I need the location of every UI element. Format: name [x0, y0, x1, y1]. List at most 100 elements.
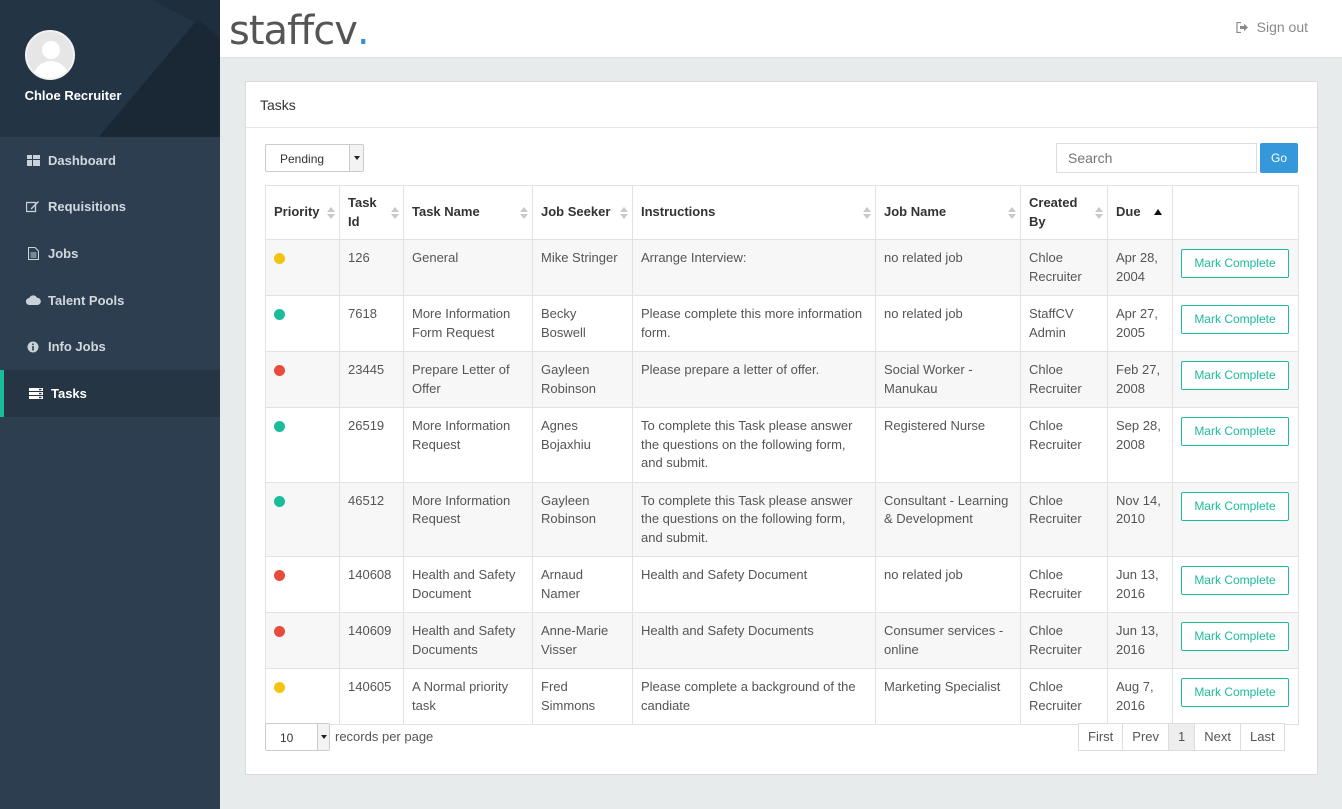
column-header-task-id[interactable]: Task Id — [339, 185, 404, 240]
action-cell: Mark Complete — [1172, 295, 1299, 352]
panel-title: Tasks — [246, 82, 1317, 128]
sidebar-item-tasks[interactable]: Tasks — [0, 369, 220, 417]
task-id-text: 26519 — [348, 418, 385, 433]
mark-complete-button[interactable]: Mark Complete — [1181, 417, 1289, 446]
column-header-label: Due — [1116, 204, 1141, 220]
instructions-cell: Please prepare a letter of offer. — [632, 351, 876, 408]
created-by-cell: Chloe Recruiter — [1020, 668, 1108, 725]
chevron-down-icon — [317, 724, 329, 750]
job-seeker-cell: Gayleen Robinson — [532, 481, 633, 557]
chevron-down-icon — [349, 145, 363, 171]
column-header-created-by[interactable]: Created By — [1020, 185, 1108, 240]
job-seeker-text: Gayleen Robinson — [541, 362, 596, 396]
task-name-text: More Information Request — [412, 492, 511, 527]
job-seeker-text: Becky Boswell — [541, 306, 586, 340]
tasks-panel: Tasks Pending Go Priority Task Id Task N… — [245, 81, 1318, 775]
job-name-cell: no related job — [875, 295, 1021, 352]
priority-high-icon — [274, 570, 285, 581]
created-by-text: Chloe Recruiter — [1029, 623, 1082, 657]
sidebar-item-label: Talent Pools — [48, 292, 125, 308]
task-id-cell: 126 — [339, 239, 404, 296]
pagination-next[interactable]: Next — [1194, 724, 1240, 750]
created-by-text: StaffCV Admin — [1029, 306, 1074, 340]
pagination-first[interactable]: First — [1079, 724, 1123, 750]
action-cell: Mark Complete — [1172, 556, 1299, 613]
column-header-label: Created By — [1029, 195, 1078, 229]
search-input[interactable] — [1056, 143, 1257, 173]
job-name-cell: no related job — [875, 239, 1021, 296]
go-button[interactable]: Go — [1260, 143, 1298, 173]
instructions-cell: Health and Safety Document — [632, 556, 876, 613]
due-text: Jun 13, 2016 — [1116, 623, 1159, 657]
job-name-text: Consumer services - online — [884, 623, 1004, 657]
mark-complete-button[interactable]: Mark Complete — [1181, 249, 1289, 278]
task-name-text: More Information Form Request — [412, 306, 511, 340]
app-logo[interactable]: staffcv. — [229, 4, 370, 54]
task-id-cell: 23445 — [339, 351, 404, 408]
column-header-instructions[interactable]: Instructions — [632, 185, 876, 240]
due-text: Aug 7, 2016 — [1116, 679, 1154, 713]
instructions-text: Please prepare a letter of offer. — [641, 362, 820, 377]
pagination-last[interactable]: Last — [1239, 724, 1284, 750]
user-name: Chloe Recruiter — [24, 88, 122, 103]
sort-icon — [1095, 206, 1103, 219]
mark-complete-button[interactable]: Mark Complete — [1181, 361, 1289, 390]
edit-icon — [25, 200, 41, 214]
pagination-page-1[interactable]: 1 — [1168, 724, 1195, 750]
logo-dot: . — [356, 8, 370, 54]
mark-complete-button[interactable]: Mark Complete — [1181, 491, 1289, 521]
due-cell: Apr 28, 2004 — [1107, 239, 1173, 296]
sign-out-link[interactable]: Sign out — [1236, 19, 1308, 35]
mark-complete-button[interactable]: Mark Complete — [1181, 622, 1289, 651]
sidebar-item-talent-pools[interactable]: Talent Pools — [0, 277, 220, 324]
priority-low-icon — [274, 421, 285, 432]
sign-out-label: Sign out — [1256, 19, 1308, 35]
task-id-text: 46512 — [348, 492, 385, 508]
records-per-page-select[interactable]: 10 — [265, 723, 330, 751]
mark-complete-button[interactable]: Mark Complete — [1181, 305, 1289, 334]
task-name-text: A Normal priority task — [412, 679, 509, 713]
task-id-text: 126 — [348, 250, 370, 265]
task-id-text: 7618 — [348, 306, 377, 321]
column-header-job-name[interactable]: Job Name — [875, 185, 1021, 240]
created-by-cell: Chloe Recruiter — [1020, 612, 1108, 669]
priority-cell — [265, 612, 340, 669]
column-header-action — [1172, 185, 1299, 240]
action-cell: Mark Complete — [1172, 668, 1299, 725]
job-name-cell: no related job — [875, 556, 1021, 613]
column-header-label: Job Seeker — [541, 204, 611, 220]
due-text: Nov 14, 2010 — [1116, 492, 1161, 527]
created-by-cell: Chloe Recruiter — [1020, 351, 1108, 408]
created-by-cell: Chloe Recruiter — [1020, 407, 1108, 483]
avatar[interactable] — [25, 30, 75, 80]
priority-cell — [265, 351, 340, 408]
column-header-job-seeker[interactable]: Job Seeker — [532, 185, 633, 240]
sidebar-item-jobs[interactable]: Jobs — [0, 230, 220, 277]
sidebar-item-info-jobs[interactable]: Info Jobs — [0, 323, 220, 370]
action-cell: Mark Complete — [1172, 407, 1299, 483]
table-row: 23445 Prepare Letter of Offer Gayleen Robi… — [265, 351, 1299, 408]
pagination-prev[interactable]: Prev — [1122, 724, 1169, 750]
mark-complete-button[interactable]: Mark Complete — [1181, 678, 1289, 707]
task-name-cell: Health and Safety Document — [403, 556, 533, 613]
due-text: Apr 28, 2004 — [1116, 250, 1158, 284]
created-by-text: Chloe Recruiter — [1029, 418, 1082, 452]
profile-card: Chloe Recruiter — [0, 0, 220, 137]
column-header-priority[interactable]: Priority — [265, 185, 340, 240]
sort-icon — [1008, 206, 1016, 219]
table-row: 140605 A Normal priority task Fred Simmons… — [265, 668, 1299, 725]
sidebar-item-dashboard[interactable]: Dashboard — [0, 137, 220, 184]
tasks-table: Priority Task Id Task Name Job Seeker In… — [265, 185, 1299, 725]
created-by-text: Chloe Recruiter — [1029, 567, 1082, 601]
column-header-label: Task Name — [412, 204, 480, 220]
sidebar-item-requisitions[interactable]: Requisitions — [0, 184, 220, 231]
priority-low-icon — [274, 309, 285, 320]
job-seeker-cell: Arnaud Namer — [532, 556, 633, 613]
column-header-due[interactable]: Due — [1107, 185, 1173, 240]
due-cell: Apr 27, 2005 — [1107, 295, 1173, 352]
column-header-task-name[interactable]: Task Name — [403, 185, 533, 240]
sidebar-item-label: Requisitions — [48, 199, 127, 215]
job-name-text: no related job — [884, 567, 963, 582]
mark-complete-button[interactable]: Mark Complete — [1181, 566, 1289, 595]
status-filter-select[interactable]: Pending — [265, 144, 364, 172]
